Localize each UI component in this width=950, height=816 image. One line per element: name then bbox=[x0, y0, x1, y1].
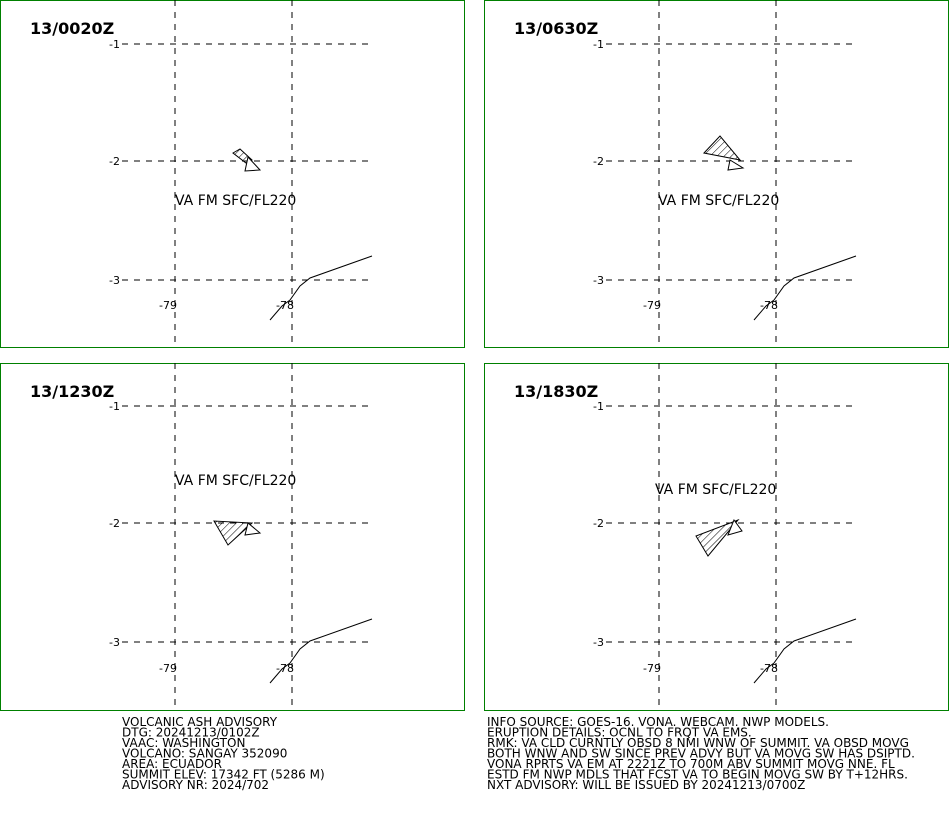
ash-cloud bbox=[232, 148, 262, 172]
advisory-line: RMK: VA CLD CURNTLY OBSD 8 NMI WNW OF SU… bbox=[487, 736, 909, 750]
lat-tick-label: -3 bbox=[109, 636, 120, 649]
valid-time: 13/1230Z bbox=[30, 382, 114, 401]
lat-tick-label: -2 bbox=[593, 155, 604, 168]
ash-area-hatched bbox=[695, 518, 740, 557]
ash-label: VA FM SFC/FL220 bbox=[658, 193, 779, 209]
advisory-line: ADVISORY NR: 2024/702 bbox=[122, 778, 269, 792]
coastline bbox=[753, 618, 857, 684]
ash-cloud bbox=[213, 520, 262, 546]
advisory-line: DTG: 20241213/0102Z bbox=[122, 726, 260, 740]
lat-tick-label: -2 bbox=[109, 517, 120, 530]
panel-border bbox=[484, 0, 949, 348]
advisory-line: VOLCANIC ASH ADVISORY bbox=[122, 715, 278, 729]
lat-tick-label: -2 bbox=[593, 517, 604, 530]
advisory-line: INFO SOURCE: GOES-16. VONA. WEBCAM. NWP … bbox=[487, 715, 829, 729]
ash-area-open bbox=[244, 155, 262, 172]
ash-area-open bbox=[727, 518, 743, 536]
lon-tick-label: -79 bbox=[159, 299, 177, 312]
coastline bbox=[753, 255, 857, 321]
lon-tick-label: -78 bbox=[760, 662, 778, 675]
lon-tick-label: -79 bbox=[643, 299, 661, 312]
ash-label: VA FM SFC/FL220 bbox=[175, 473, 296, 489]
advisory-line: ERUPTION DETAILS: OCNL TO FRQT VA EMS. bbox=[487, 726, 752, 740]
valid-time: 13/1830Z bbox=[514, 382, 598, 401]
lon-tick-label: -78 bbox=[276, 299, 294, 312]
lat-tick-label: -2 bbox=[109, 155, 120, 168]
coastline bbox=[269, 255, 373, 321]
ash-label: VA FM SFC/FL220 bbox=[175, 193, 296, 209]
ash-area-hatched bbox=[213, 520, 254, 546]
advisory-line: VONA RPRTS VA EM AT 2221Z TO 700M ABV SU… bbox=[487, 757, 895, 771]
lat-tick-label: -1 bbox=[593, 38, 604, 51]
lon-tick-label: -79 bbox=[159, 662, 177, 675]
valid-time: 13/0630Z bbox=[514, 19, 598, 38]
advisory-line: ESTD FM NWP MDLS THAT FCST VA TO BEGIN M… bbox=[487, 768, 908, 782]
lon-tick-label: -79 bbox=[643, 662, 661, 675]
panel-border bbox=[484, 363, 949, 711]
ash-cloud bbox=[703, 135, 745, 171]
advisory-line: AREA: ECUADOR bbox=[122, 757, 222, 771]
advisory-line: NXT ADVISORY: WILL BE ISSUED BY 20241213… bbox=[487, 778, 805, 792]
advisory-line: SUMMIT ELEV: 17342 FT (5286 M) bbox=[122, 768, 325, 782]
lon-tick-label: -78 bbox=[276, 662, 294, 675]
valid-time: 13/0020Z bbox=[30, 19, 114, 38]
panel-border bbox=[0, 0, 465, 348]
map-panel: -1 -2 -3 -79 -78 13/1230Z VA FM SFC/FL220 bbox=[0, 363, 465, 711]
map-panel: -1 -2 -3 -79 -78 13/1830Z VA FM SFC/FL220 bbox=[484, 363, 949, 711]
panel-border bbox=[0, 363, 465, 711]
map-panel: -1 -2 -3 -79 -78 13/0020Z VA FM SFC/FL220 bbox=[0, 0, 465, 348]
map-panel: -1 -2 -3 -79 -78 13/0630Z VA FM SFC/FL220 bbox=[484, 0, 949, 348]
lon-tick-label: -78 bbox=[760, 299, 778, 312]
advisory-line: VOLCANO: SANGAY 352090 bbox=[122, 747, 287, 761]
lat-tick-label: -3 bbox=[109, 274, 120, 287]
lat-tick-label: -3 bbox=[593, 274, 604, 287]
lat-tick-label: -1 bbox=[109, 400, 120, 413]
ash-label: VA FM SFC/FL220 bbox=[655, 482, 776, 498]
lat-tick-label: -1 bbox=[593, 400, 604, 413]
ash-cloud bbox=[695, 518, 743, 557]
advisory-line: VAAC: WASHINGTON bbox=[122, 736, 245, 750]
ash-area-open bbox=[727, 159, 745, 171]
coastline bbox=[269, 618, 373, 684]
lat-tick-label: -3 bbox=[593, 636, 604, 649]
lat-tick-label: -1 bbox=[109, 38, 120, 51]
ash-area-hatched bbox=[703, 135, 742, 161]
ash-area-open bbox=[244, 522, 262, 536]
advisory-line: BOTH WNW AND SW SINCE PREV ADVY BUT VA M… bbox=[487, 747, 915, 761]
